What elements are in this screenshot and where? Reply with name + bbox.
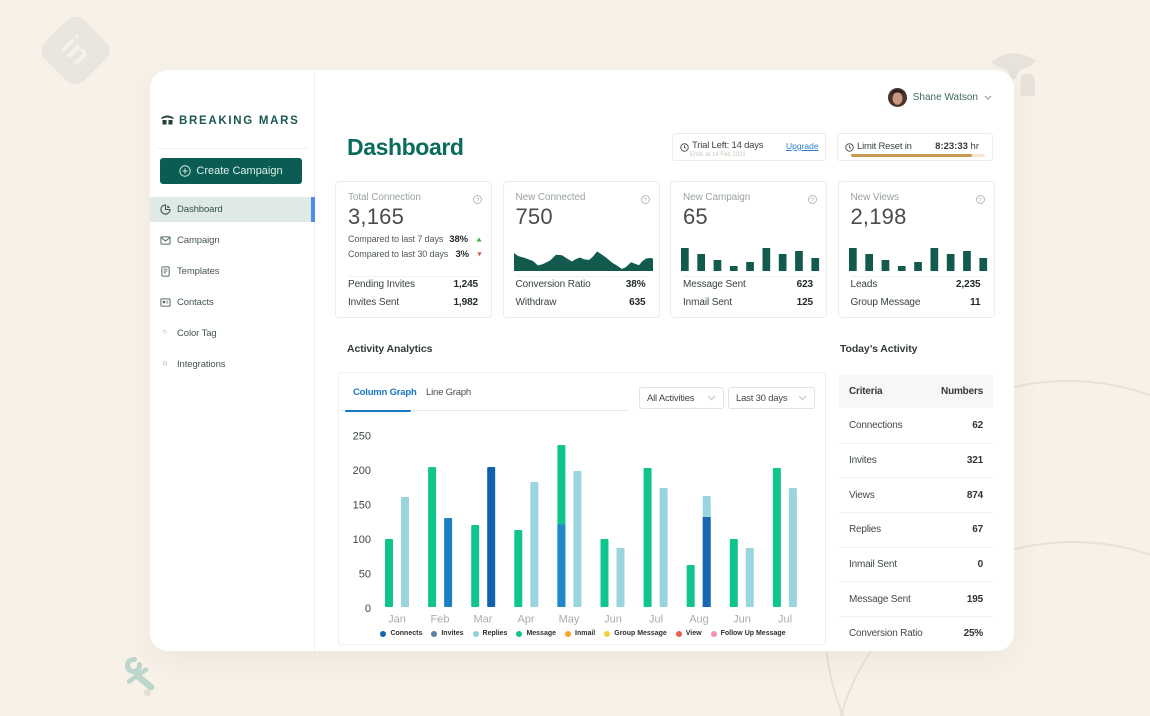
svg-text:0: 0 bbox=[365, 603, 371, 615]
svg-text:150: 150 bbox=[353, 500, 371, 512]
svg-text:100: 100 bbox=[353, 534, 371, 546]
svg-text:Aug: Aug bbox=[689, 614, 709, 626]
svg-text:250: 250 bbox=[353, 431, 371, 443]
svg-text:50: 50 bbox=[359, 569, 371, 581]
svg-text:May: May bbox=[559, 614, 580, 626]
svg-text:Jul: Jul bbox=[778, 614, 792, 626]
svg-text:Jan: Jan bbox=[388, 614, 406, 626]
svg-text:Jun: Jun bbox=[733, 614, 751, 626]
svg-text:Apr: Apr bbox=[517, 614, 534, 626]
svg-text:Jul: Jul bbox=[649, 614, 663, 626]
svg-text:Feb: Feb bbox=[431, 614, 450, 626]
svg-text:200: 200 bbox=[353, 465, 371, 477]
svg-text:Mar: Mar bbox=[474, 614, 493, 626]
svg-text:Jun: Jun bbox=[604, 614, 622, 626]
